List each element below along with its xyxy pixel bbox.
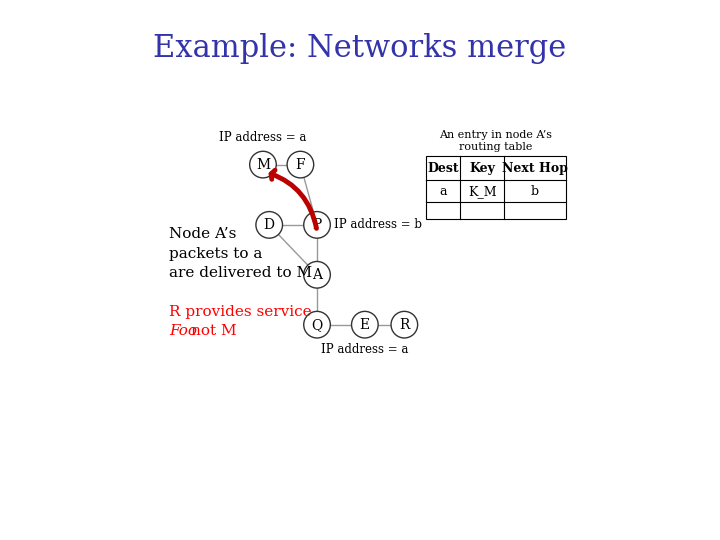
Text: Foo: Foo [169,324,202,338]
Text: R provides service: R provides service [169,305,312,319]
Circle shape [304,261,330,288]
Text: Q: Q [311,318,323,332]
Text: A: A [312,268,322,282]
Text: IP address = a: IP address = a [321,343,408,356]
Text: IP address = b: IP address = b [333,218,422,231]
Text: not M: not M [191,324,237,338]
Circle shape [287,151,314,178]
Text: F: F [296,158,305,172]
Circle shape [304,312,330,338]
Text: R: R [399,318,410,332]
Circle shape [256,212,282,238]
Text: Example: Networks merge: Example: Networks merge [153,33,567,64]
Text: Key: Key [469,162,495,175]
Circle shape [351,312,378,338]
Text: Dest: Dest [427,162,459,175]
Circle shape [304,212,330,238]
Text: a: a [439,185,447,198]
Text: M: M [256,158,270,172]
Text: Next Hop: Next Hop [502,162,568,175]
Text: K_M: K_M [468,185,496,198]
Text: IP address = a: IP address = a [220,131,307,144]
Text: E: E [360,318,370,332]
Circle shape [250,151,276,178]
Text: P: P [312,218,322,232]
Bar [426,156,566,219]
Text: Node A’s
packets to a
are delivered to M: Node A’s packets to a are delivered to M [169,227,312,280]
Circle shape [391,312,418,338]
Text: An entry in node A’s
routing table: An entry in node A’s routing table [439,130,552,152]
Text: D: D [264,218,275,232]
Text: b: b [531,185,539,198]
